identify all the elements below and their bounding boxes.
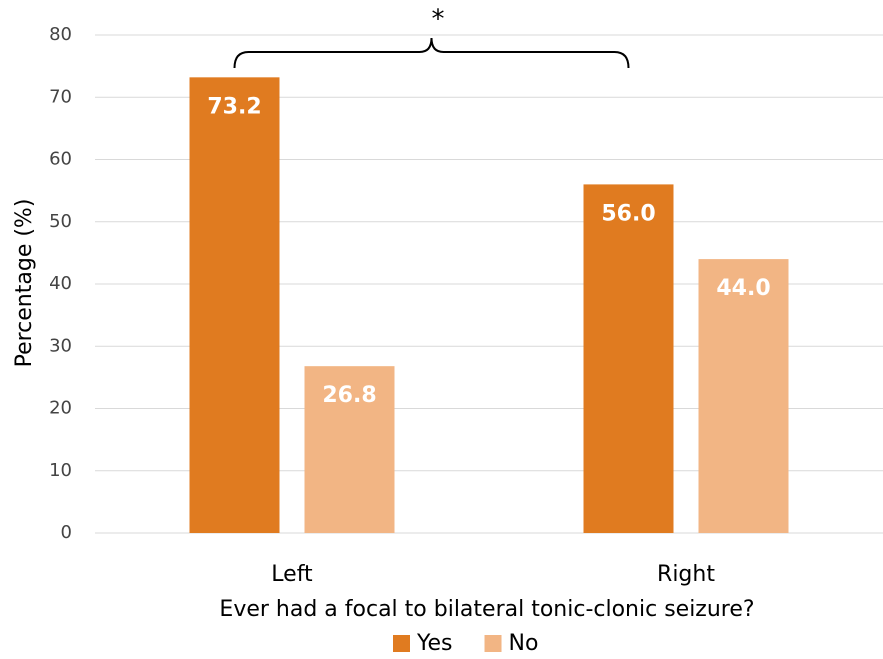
bar	[583, 184, 674, 533]
x-tick-label: Left	[271, 562, 313, 587]
legend-swatch	[484, 635, 502, 652]
y-tick-label: 60	[49, 149, 72, 170]
legend-swatch	[393, 635, 410, 652]
value-label: 44.0	[716, 276, 770, 301]
significance-bracket	[233, 37, 630, 69]
y-tick-label: 10	[49, 460, 72, 481]
bar	[698, 259, 789, 533]
y-tick-label: 70	[49, 86, 72, 107]
y-tick-label: 80	[49, 24, 72, 45]
y-tick-label: 20	[49, 398, 72, 419]
value-label: 26.8	[322, 383, 376, 408]
y-axis-title: Percentage (%)	[12, 199, 37, 368]
x-axis-title: Ever had a focal to bilateral tonic-clon…	[219, 597, 754, 622]
y-tick-label: 40	[49, 273, 72, 294]
y-tick-label: 30	[49, 335, 72, 356]
bar	[304, 366, 395, 533]
legend-label: No	[509, 631, 539, 656]
x-tick-label: Right	[657, 562, 715, 587]
y-tick-label: 0	[61, 522, 72, 543]
significance-annotation: *	[432, 5, 445, 35]
bar	[189, 77, 280, 533]
value-label: 56.0	[601, 201, 655, 226]
y-tick-label: 50	[49, 211, 72, 232]
legend-label: Yes	[416, 631, 453, 656]
value-label: 73.2	[207, 94, 261, 119]
